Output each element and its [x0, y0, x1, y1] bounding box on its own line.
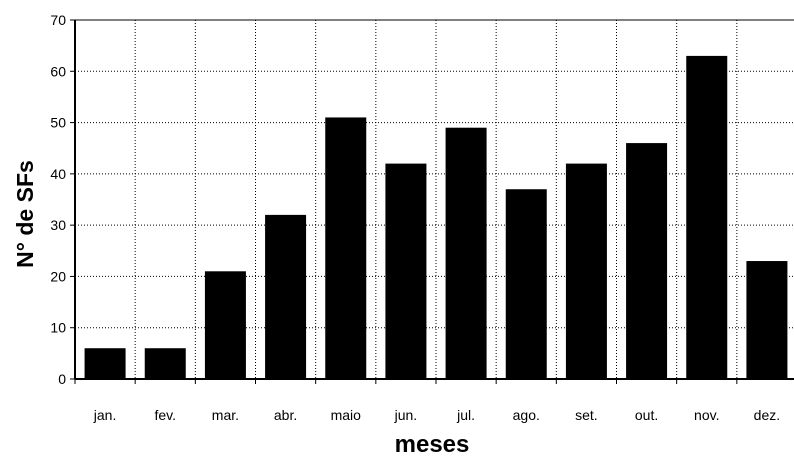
- x-tick-label: nov.: [694, 407, 719, 423]
- x-tick-label: dez.: [754, 407, 780, 423]
- y-tick-labels: 0 10 20 30 40 50 60 70: [50, 12, 66, 387]
- y-tick-label: 10: [50, 320, 66, 336]
- bar-set: [565, 163, 607, 379]
- x-tick-label: ago.: [513, 407, 540, 423]
- x-tick-label: abr.: [274, 407, 297, 423]
- y-tick-label: 50: [50, 115, 66, 131]
- y-axis-label: N° de SFs: [12, 160, 38, 268]
- bar-ago: [505, 189, 547, 379]
- bar-jan: [84, 348, 126, 379]
- y-tick-label: 60: [50, 63, 66, 79]
- x-tick-label: set.: [575, 407, 598, 423]
- y-tick-label: 30: [50, 217, 66, 233]
- bar-out: [626, 143, 668, 379]
- x-tick-label: jun.: [394, 407, 418, 423]
- bar-fev: [144, 348, 186, 379]
- bar-maio: [325, 117, 367, 379]
- x-axis-label: meses: [395, 431, 470, 458]
- x-tick-label: fev.: [154, 407, 176, 423]
- y-tick-label: 0: [58, 371, 66, 387]
- bar-nov: [686, 55, 728, 380]
- bar-abr: [265, 214, 307, 379]
- gridlines: [75, 19, 794, 379]
- bar-dez: [746, 261, 788, 379]
- x-tick-label: mar.: [212, 407, 239, 423]
- bar-mar: [204, 271, 246, 379]
- x-tick-labels: jan. fev. mar. abr. maio jun. jul. ago. set. out.…: [93, 407, 780, 423]
- y-tick-label: 70: [50, 12, 66, 28]
- x-tick-label: jan.: [93, 407, 117, 423]
- bars: [84, 55, 788, 380]
- y-tick-label: 40: [50, 166, 66, 182]
- bar-jun: [385, 163, 427, 379]
- x-tick-label: jul.: [456, 407, 475, 423]
- bar-jul: [445, 127, 487, 379]
- axes: [70, 19, 794, 384]
- x-tick-label: maio: [331, 407, 362, 423]
- x-tick-label: out.: [635, 407, 658, 423]
- y-tick-label: 20: [50, 268, 66, 284]
